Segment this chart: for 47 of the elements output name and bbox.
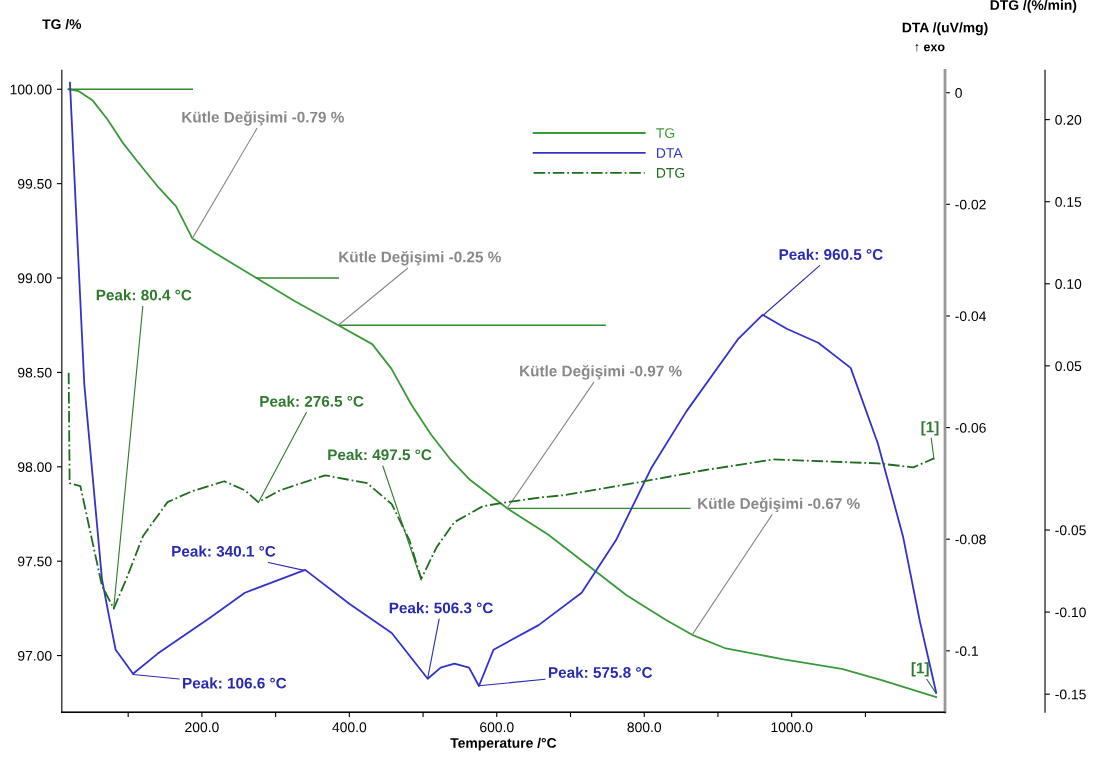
annotation: [1] [921,421,939,436]
y2-tick-label: -0.08 [955,534,986,545]
x-tick-label: 1000.0 [771,722,813,733]
y-tick-label: 98.00 [18,462,52,472]
annotation: Peak: 106.6 °C [183,677,287,689]
annotation: Kütle Değişimi -0.67 % [698,497,860,513]
x-tick-label: 800.0 [627,722,662,733]
x-axis-title: Temperature /°C [450,737,557,751]
annotation: Peak: 497.5 °C [328,448,432,461]
y2-tick-label: -0.02 [955,199,986,210]
text: DTA [657,148,683,158]
annotation: Kütle Değişimi -0.97 % [520,365,682,380]
y-tick-label: 97.50 [18,556,52,567]
y-tick-label: 97.00 [18,650,52,661]
y3-axis-title: DTG /(%/min) [990,0,1077,13]
annotation: Peak: 80.4 °C [96,289,192,301]
y-tick-label: 99.00 [18,273,52,284]
y3-tick-label: -0.05 [1055,525,1086,536]
annotation: Peak: 340.1 °C [172,545,276,557]
annotation: Kütle Değişimi -0.79 % [182,111,344,126]
annotation: Peak: 276.5 °C [260,395,364,407]
y3-tick-label: 0.20 [1055,114,1082,125]
annotation: Peak: 575.8 °C [548,666,653,678]
annotation: [1] [911,662,929,677]
y3-tick-label: -0.10 [1055,607,1086,618]
y3-tick-label: 0.10 [1055,279,1082,289]
x-tick-label: 200.0 [185,722,219,733]
y-tick-label: 100.00 [10,84,52,95]
text: ↑ exo [915,44,945,52]
annotation: Peak: 960.5 °C [779,248,883,260]
annotation: Kütle Değişimi -0.25 % [339,250,501,266]
x-tick-label: 400.0 [332,722,367,733]
y2-tick-label: -0.1 [955,646,978,656]
text: DTG [657,167,685,178]
y2-tick-label: -0.06 [955,422,986,433]
y2-tick-label: 0 [955,88,962,98]
y-tick-label: 98.50 [18,367,52,378]
annotation: Peak: 506.3 °C [389,602,493,614]
y2-tick-label: -0.04 [955,311,986,322]
x-tick-label: 600.0 [480,722,514,733]
y3-tick-label: -0.15 [1055,689,1086,700]
y2-axis-title: DTA /(uV/mg) [902,22,988,36]
y-tick-label: 99.50 [18,178,52,189]
y3-tick-label: 0.15 [1055,197,1082,207]
y-axis-title: TG /% [42,18,82,30]
text: TG [656,128,675,139]
y3-tick-label: 0.05 [1055,361,1082,372]
